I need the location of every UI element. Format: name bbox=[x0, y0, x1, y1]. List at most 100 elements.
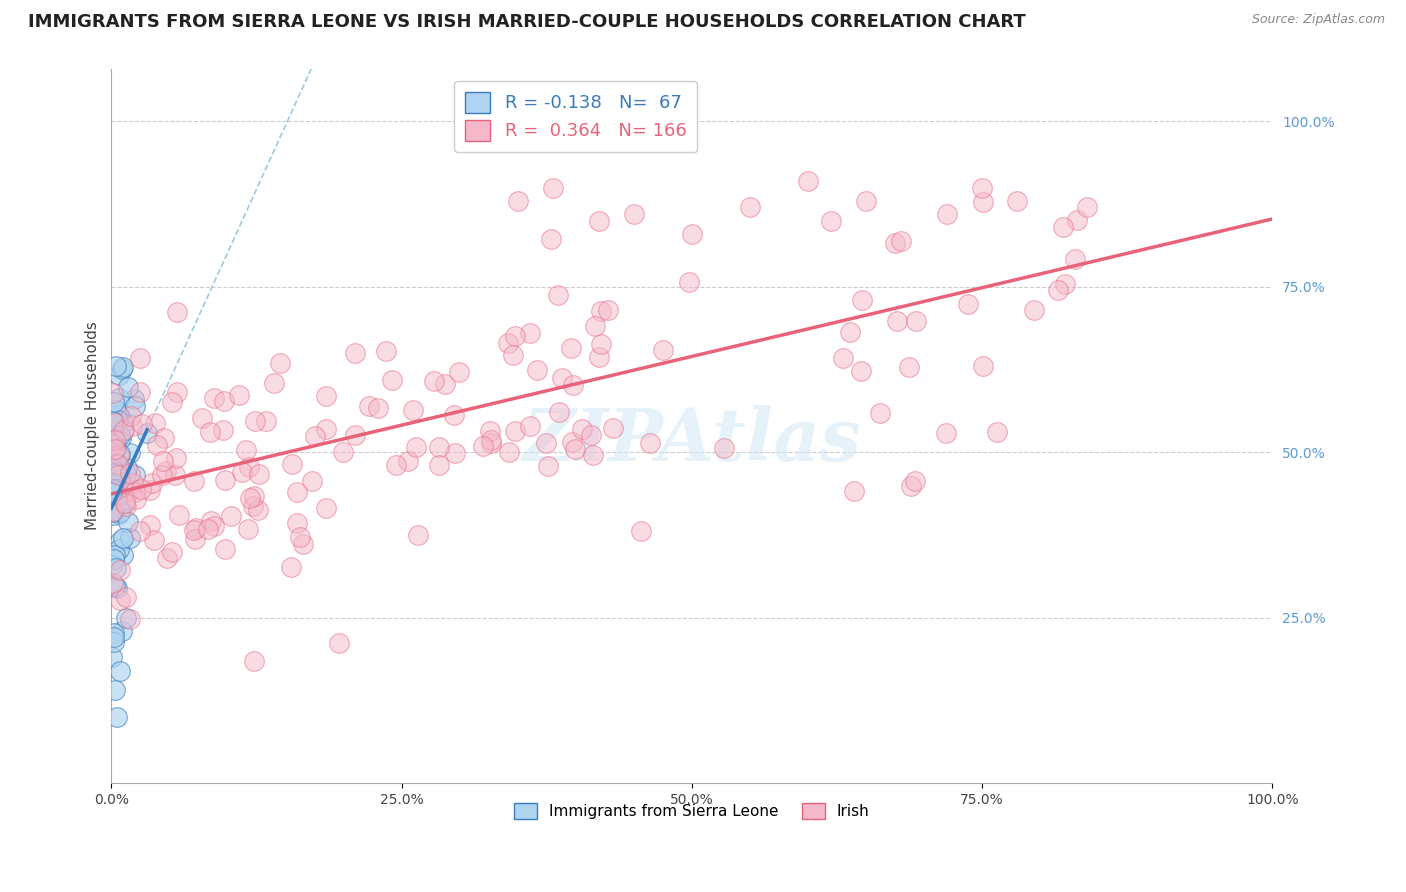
Point bbox=[1076, 201, 1098, 215]
Point bbox=[844, 483, 866, 498]
Point bbox=[104, 402, 127, 417]
Point bbox=[972, 194, 994, 209]
Point bbox=[204, 519, 226, 533]
Point bbox=[110, 467, 132, 481]
Point bbox=[678, 276, 700, 290]
Point bbox=[139, 483, 162, 497]
Point bbox=[163, 468, 186, 483]
Point bbox=[104, 442, 127, 457]
Point bbox=[228, 387, 250, 401]
Point bbox=[104, 548, 127, 562]
Point bbox=[107, 468, 129, 483]
Point bbox=[100, 649, 122, 664]
Point bbox=[214, 541, 236, 556]
Point bbox=[583, 318, 606, 333]
Point bbox=[243, 654, 266, 668]
Point bbox=[1066, 213, 1088, 227]
Point bbox=[104, 683, 127, 698]
Point bbox=[571, 422, 593, 436]
Point bbox=[235, 443, 257, 458]
Point bbox=[591, 337, 613, 351]
Point bbox=[596, 303, 619, 318]
Point bbox=[110, 431, 132, 445]
Point bbox=[101, 385, 124, 400]
Point bbox=[560, 342, 582, 356]
Point bbox=[103, 460, 125, 475]
Point bbox=[288, 530, 311, 544]
Point bbox=[402, 403, 425, 417]
Point bbox=[146, 437, 169, 451]
Point bbox=[122, 475, 145, 490]
Legend: Immigrants from Sierra Leone, Irish: Immigrants from Sierra Leone, Irish bbox=[508, 797, 876, 825]
Point bbox=[405, 441, 427, 455]
Point bbox=[263, 376, 285, 391]
Point bbox=[101, 484, 124, 499]
Point bbox=[108, 449, 131, 463]
Point bbox=[160, 545, 183, 559]
Point bbox=[105, 581, 128, 595]
Point bbox=[304, 429, 326, 443]
Point bbox=[166, 305, 188, 319]
Point bbox=[506, 194, 529, 208]
Point bbox=[623, 207, 645, 221]
Point bbox=[103, 437, 125, 451]
Point bbox=[581, 448, 603, 462]
Point bbox=[547, 404, 569, 418]
Point bbox=[108, 541, 131, 556]
Point bbox=[681, 227, 703, 241]
Point bbox=[191, 411, 214, 425]
Point bbox=[1063, 252, 1085, 266]
Point bbox=[315, 422, 337, 436]
Point bbox=[100, 442, 122, 457]
Point bbox=[107, 457, 129, 471]
Point bbox=[1046, 283, 1069, 297]
Point bbox=[115, 461, 138, 475]
Text: Source: ZipAtlas.com: Source: ZipAtlas.com bbox=[1251, 13, 1385, 27]
Point bbox=[328, 636, 350, 650]
Text: ZIPAtlas: ZIPAtlas bbox=[523, 405, 862, 475]
Point bbox=[139, 517, 162, 532]
Point bbox=[103, 442, 125, 457]
Point bbox=[301, 474, 323, 488]
Point bbox=[104, 466, 127, 480]
Text: IMMIGRANTS FROM SIERRA LEONE VS IRISH MARRIED-COUPLE HOUSEHOLDS CORRELATION CHAR: IMMIGRANTS FROM SIERRA LEONE VS IRISH MA… bbox=[28, 13, 1026, 31]
Point bbox=[105, 710, 128, 724]
Point bbox=[551, 370, 574, 384]
Point bbox=[449, 365, 471, 379]
Point bbox=[562, 378, 585, 392]
Point bbox=[905, 314, 928, 328]
Point bbox=[103, 508, 125, 522]
Point bbox=[183, 523, 205, 537]
Point bbox=[114, 496, 136, 510]
Point bbox=[105, 442, 128, 456]
Point bbox=[838, 325, 860, 339]
Point bbox=[1005, 194, 1028, 208]
Point bbox=[820, 213, 842, 227]
Point bbox=[503, 425, 526, 439]
Point bbox=[136, 425, 159, 440]
Point bbox=[104, 433, 127, 447]
Point bbox=[153, 431, 176, 445]
Point bbox=[519, 326, 541, 340]
Point bbox=[118, 612, 141, 626]
Point bbox=[433, 376, 456, 391]
Point bbox=[202, 391, 225, 405]
Point bbox=[231, 465, 253, 479]
Point bbox=[101, 503, 124, 517]
Point bbox=[104, 561, 127, 575]
Point bbox=[479, 424, 502, 438]
Point bbox=[104, 416, 127, 430]
Point bbox=[100, 429, 122, 443]
Point bbox=[122, 392, 145, 406]
Point bbox=[129, 482, 152, 496]
Point bbox=[108, 563, 131, 577]
Point bbox=[588, 213, 610, 227]
Point bbox=[103, 634, 125, 648]
Point bbox=[396, 454, 419, 468]
Point bbox=[472, 439, 495, 453]
Point bbox=[103, 625, 125, 640]
Point bbox=[155, 464, 177, 478]
Point bbox=[315, 389, 337, 403]
Point bbox=[131, 417, 153, 431]
Point bbox=[972, 359, 994, 374]
